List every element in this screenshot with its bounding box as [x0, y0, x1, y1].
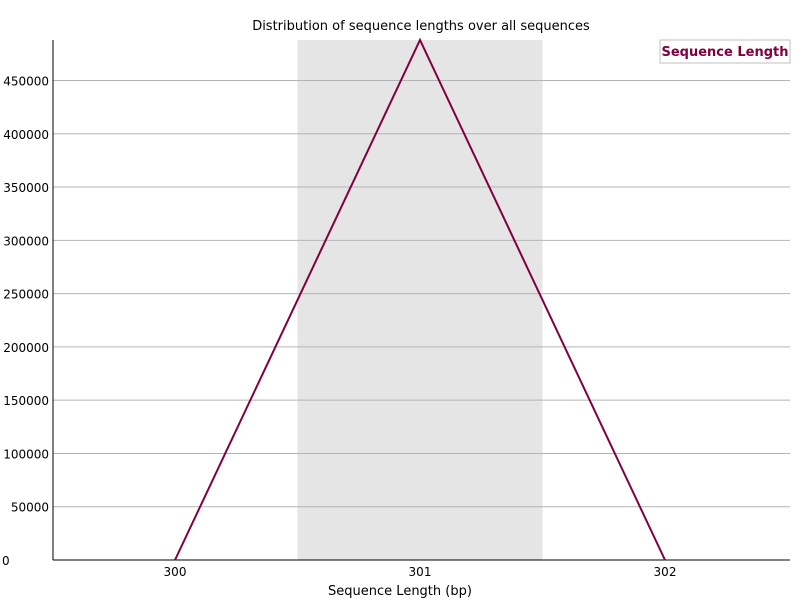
y-tick-labels: 0 50000 100000 150000 200000 250000 300000 3500…: [2, 74, 49, 568]
y-tick-label: 450000: [3, 74, 49, 88]
x-tick-label: 301: [409, 565, 432, 579]
grid-lines: [53, 79, 790, 508]
x-axis-label: Sequence Length (bp): [328, 584, 472, 599]
legend: Sequence Length: [659, 39, 791, 64]
chart-title: Distribution of sequence lengths over al…: [252, 19, 590, 34]
y-tick-label: 200000: [3, 341, 49, 355]
series-lines: [174, 37, 666, 561]
legend-box: [659, 39, 791, 64]
x-tick-label: 300: [164, 565, 187, 579]
y-tick-label: 150000: [3, 394, 49, 408]
y-tick-label: 0: [2, 554, 10, 568]
y-tick-label: 250000: [3, 288, 49, 302]
y-tick-label: 350000: [3, 181, 49, 195]
y-tick-label: 100000: [3, 447, 49, 461]
legend-label: Sequence Length: [662, 45, 789, 60]
x-tick-labels: 300 301 302: [164, 565, 677, 579]
y-tick-label: 50000: [11, 501, 49, 515]
y-tick-label: 400000: [3, 128, 49, 142]
y-tick-label: 300000: [3, 234, 49, 248]
highlight-band: [297, 40, 543, 560]
x-tick-label: 302: [654, 565, 677, 579]
series-line: [174, 37, 666, 561]
